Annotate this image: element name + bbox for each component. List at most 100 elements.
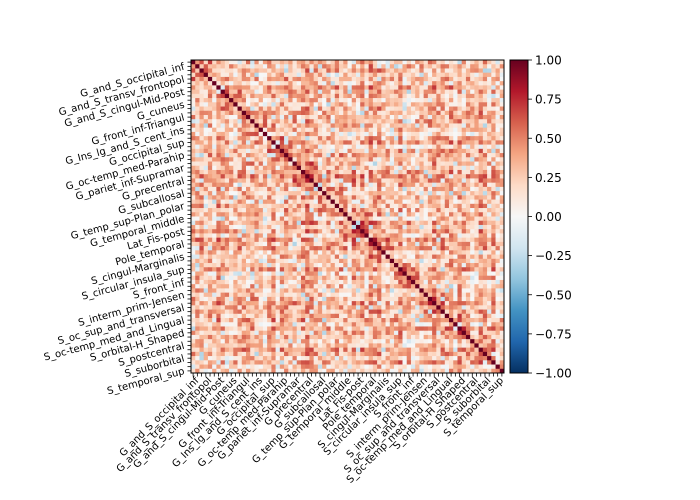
heatmap-cell [229,178,234,184]
heatmap-cell [415,161,420,167]
heatmap-cell [347,178,353,184]
heatmap-cell [377,322,382,327]
heatmap-cell [233,233,238,238]
heatmap-cell [216,229,221,234]
heatmap-cell [449,81,454,86]
heatmap-cell [423,237,429,243]
heatmap-cell [487,157,492,162]
heatmap-cell [355,309,361,315]
heatmap-cell [474,220,479,226]
heatmap-cell [440,258,446,264]
heatmap-cell [330,334,336,340]
heatmap-cell [305,220,310,226]
heatmap-cell [436,182,441,188]
heatmap-cell [474,318,479,323]
heatmap-cell [482,212,488,217]
heatmap-cell [334,288,340,293]
heatmap-cell [250,64,255,69]
heatmap-cell [355,89,361,95]
heatmap-cell [224,318,230,323]
heatmap-cell [385,254,391,260]
heatmap-cell [495,220,501,226]
heatmap-cell [262,267,268,272]
heatmap-cell [271,165,276,171]
heatmap-cell [309,237,315,243]
heatmap-cell [427,191,433,196]
heatmap-cell [351,254,357,260]
heatmap-cell [279,203,285,209]
heatmap-cell [237,229,243,234]
heatmap-cell [449,102,454,107]
heatmap-cell [326,140,331,145]
heatmap-cell [279,140,285,145]
heatmap-cell [254,208,260,213]
heatmap-cell [326,339,331,344]
heatmap-cell [449,334,454,340]
heatmap-cell [262,64,268,69]
heatmap-cell [389,68,395,74]
heatmap-cell [258,169,264,175]
heatmap-cell [233,279,238,285]
heatmap-cell [271,288,276,293]
heatmap-cell [478,174,484,179]
heatmap-cell [368,284,374,289]
heatmap-cell [220,288,226,293]
heatmap-cell [203,174,209,179]
heatmap-cell [279,93,285,99]
heatmap-cell [207,318,213,323]
heatmap-cell [427,254,433,260]
heatmap-cell [364,119,369,124]
heatmap-cell [474,144,479,150]
heatmap-cell [296,140,302,145]
heatmap-cell [453,224,458,230]
heatmap-cell [339,263,344,268]
heatmap-cell [224,284,230,289]
heatmap-cell [410,246,416,251]
heatmap-cell [465,68,471,74]
heatmap-cell [262,136,268,141]
heatmap-cell [313,186,319,192]
heatmap-cell [347,322,353,327]
heatmap-cell [250,322,255,327]
heatmap-cell [449,144,454,150]
heatmap-cell [389,119,395,124]
heatmap-cell [423,296,429,302]
heatmap-cell [296,64,302,69]
heatmap-cell [207,267,213,272]
heatmap-cell [233,292,238,298]
heatmap-cell [461,229,467,234]
heatmap-cell [499,81,505,86]
heatmap-cell [229,241,234,247]
heatmap-cell [410,106,416,112]
heatmap-cell [262,106,268,112]
heatmap-cell [339,309,344,315]
heatmap-cell [499,68,505,74]
heatmap-cell [322,85,327,90]
heatmap-cell [427,153,433,158]
heatmap-cell [368,250,374,255]
heatmap-cell [229,305,234,310]
heatmap-cell [279,263,285,268]
heatmap-cell [449,127,454,133]
heatmap-cell [305,322,310,327]
heatmap-cell [241,102,247,107]
heatmap-cell [296,250,302,255]
heatmap-cell [436,178,441,184]
heatmap-cell [237,339,243,344]
heatmap-cell [224,169,230,175]
heatmap-cell [427,68,433,74]
heatmap-cell [419,199,424,205]
heatmap-cell [372,224,378,230]
heatmap-cell [195,326,200,332]
heatmap-cell [465,98,471,103]
heatmap-cell [419,334,424,340]
heatmap-cell [284,296,289,302]
heatmap-cell [398,301,403,306]
heatmap-cell [368,229,374,234]
heatmap-cell [381,212,386,217]
heatmap-cell [309,148,315,154]
heatmap-cell [482,182,488,188]
heatmap-cell [436,140,441,145]
heatmap-cell [381,216,386,222]
heatmap-cell [317,313,323,319]
